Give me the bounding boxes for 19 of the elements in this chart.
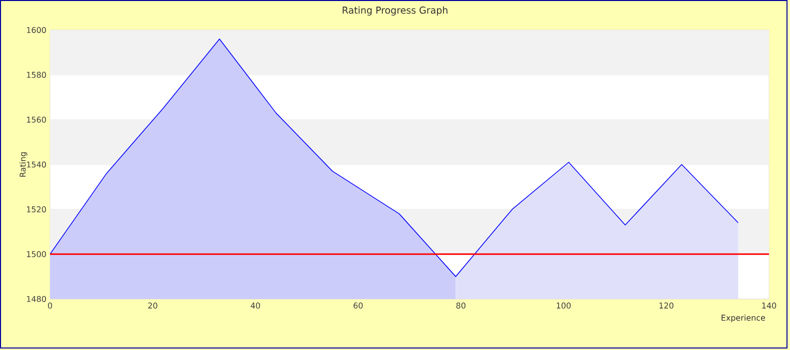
x-tick-label: 40 xyxy=(250,302,260,309)
y-tick-label: 1560 xyxy=(27,116,46,123)
x-tick-label: 0 xyxy=(48,302,52,309)
x-tick-label: 60 xyxy=(354,302,363,309)
y-tick-label: 1500 xyxy=(27,251,46,258)
line-series xyxy=(50,38,739,277)
y-tick-label: 1600 xyxy=(27,26,46,34)
y-tick-label: 1580 xyxy=(27,72,46,78)
y-axis-title: Rating xyxy=(20,152,28,177)
x-tick-label: 140 xyxy=(762,302,776,309)
y-tick-label: 1480 xyxy=(27,296,46,302)
chart-title: Rating Progress Graph xyxy=(342,6,448,16)
x-tick-label: 120 xyxy=(660,302,674,309)
x-tick-label: 80 xyxy=(456,302,466,309)
y-tick-label: 1520 xyxy=(27,206,46,212)
x-tick-label: 20 xyxy=(148,302,158,309)
x-tick-label: 100 xyxy=(556,302,571,309)
x-axis-title: Experience xyxy=(722,314,766,322)
y-tick-label: 1540 xyxy=(27,161,46,168)
